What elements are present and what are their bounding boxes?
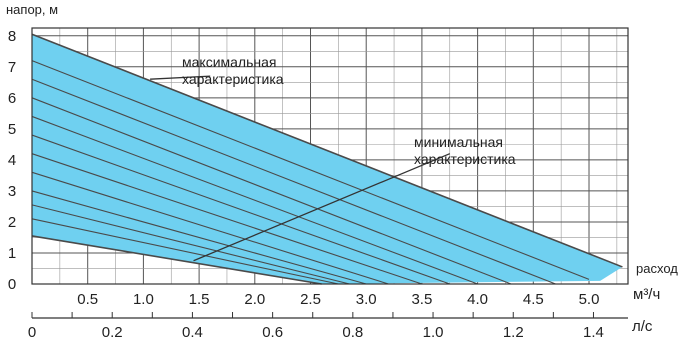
inner-curve: [31, 204, 350, 285]
y-tick-label: 4: [8, 152, 16, 169]
y-tick-label: 0: [8, 276, 16, 293]
operating-band: [32, 34, 623, 285]
x-tick-label-primary: 3.5: [411, 291, 432, 308]
x-tick-label-primary: 4.5: [523, 291, 544, 308]
x-tick-label-primary: 4.0: [467, 291, 488, 308]
y-tick-label: 2: [8, 214, 16, 231]
x-tick-label-secondary: 1.4: [583, 324, 604, 341]
x-tick-labels-secondary: 0 0.2 0.4 0.6 0.8 1.0 1.2 1.4: [28, 312, 604, 341]
y-tick-label: 8: [8, 28, 16, 45]
inner-curve: [31, 134, 450, 285]
annotation-leader: [193, 153, 451, 262]
x-tick-label-primary: 1.5: [189, 291, 210, 308]
plot-frame: [31, 27, 629, 285]
inner-curve: [31, 218, 339, 285]
x-tick-label-primary: 1.0: [133, 291, 154, 308]
y-tick-label: 5: [8, 121, 16, 138]
x-tick-label-primary: 2.5: [300, 291, 321, 308]
inner-curves: [31, 60, 590, 285]
inner-curve: [31, 153, 423, 285]
x-tick-labels-primary: 0.5 1.0 1.5 2.0 2.5 3.0 3.5 4.0 4.5 5.0: [77, 291, 599, 308]
x-tick-label-secondary: 0.6: [262, 324, 283, 341]
y-tick-label: 1: [8, 245, 16, 262]
max-curve: [31, 33, 623, 268]
x-tick-label-secondary: 1.2: [503, 324, 524, 341]
x-tick-label-secondary: 0.8: [342, 324, 363, 341]
y-axis-label: напор, м: [6, 2, 59, 17]
x-tick-label-secondary: 0: [28, 324, 36, 341]
annotation-leader: [150, 75, 211, 80]
inner-curve: [31, 171, 389, 285]
x-tick-label-secondary: 1.0: [423, 324, 444, 341]
y-tick-label: 7: [8, 59, 16, 76]
inner-curve: [31, 78, 556, 285]
annotation-max: максимальная характеристика: [182, 54, 284, 87]
x-unit-primary: м³/ч: [633, 286, 661, 303]
inner-curve: [31, 60, 590, 280]
x-tick-label-secondary: 0.2: [102, 324, 123, 341]
x-unit-secondary: л/с: [632, 318, 653, 335]
x-tick-label-primary: 0.5: [77, 291, 98, 308]
inner-curve: [31, 190, 367, 285]
x-tick-label-primary: 3.0: [356, 291, 377, 308]
x-tick-label-primary: 2.0: [244, 291, 265, 308]
y-tick-label: 6: [8, 90, 16, 107]
y-tick-labels: 0 1 2 3 4 5 6 7 8: [8, 28, 16, 293]
x-tick-label-primary: 5.0: [579, 291, 600, 308]
x-axis-title: расход: [636, 261, 678, 276]
min-curve: [31, 235, 322, 285]
inner-curve: [31, 115, 478, 285]
x-tick-label-secondary: 0.4: [182, 324, 203, 341]
annotation-leaders: [150, 75, 451, 262]
y-tick-label: 3: [8, 183, 16, 200]
annotation-min: минимальная характеристика: [414, 134, 516, 167]
inner-curve: [31, 97, 512, 285]
